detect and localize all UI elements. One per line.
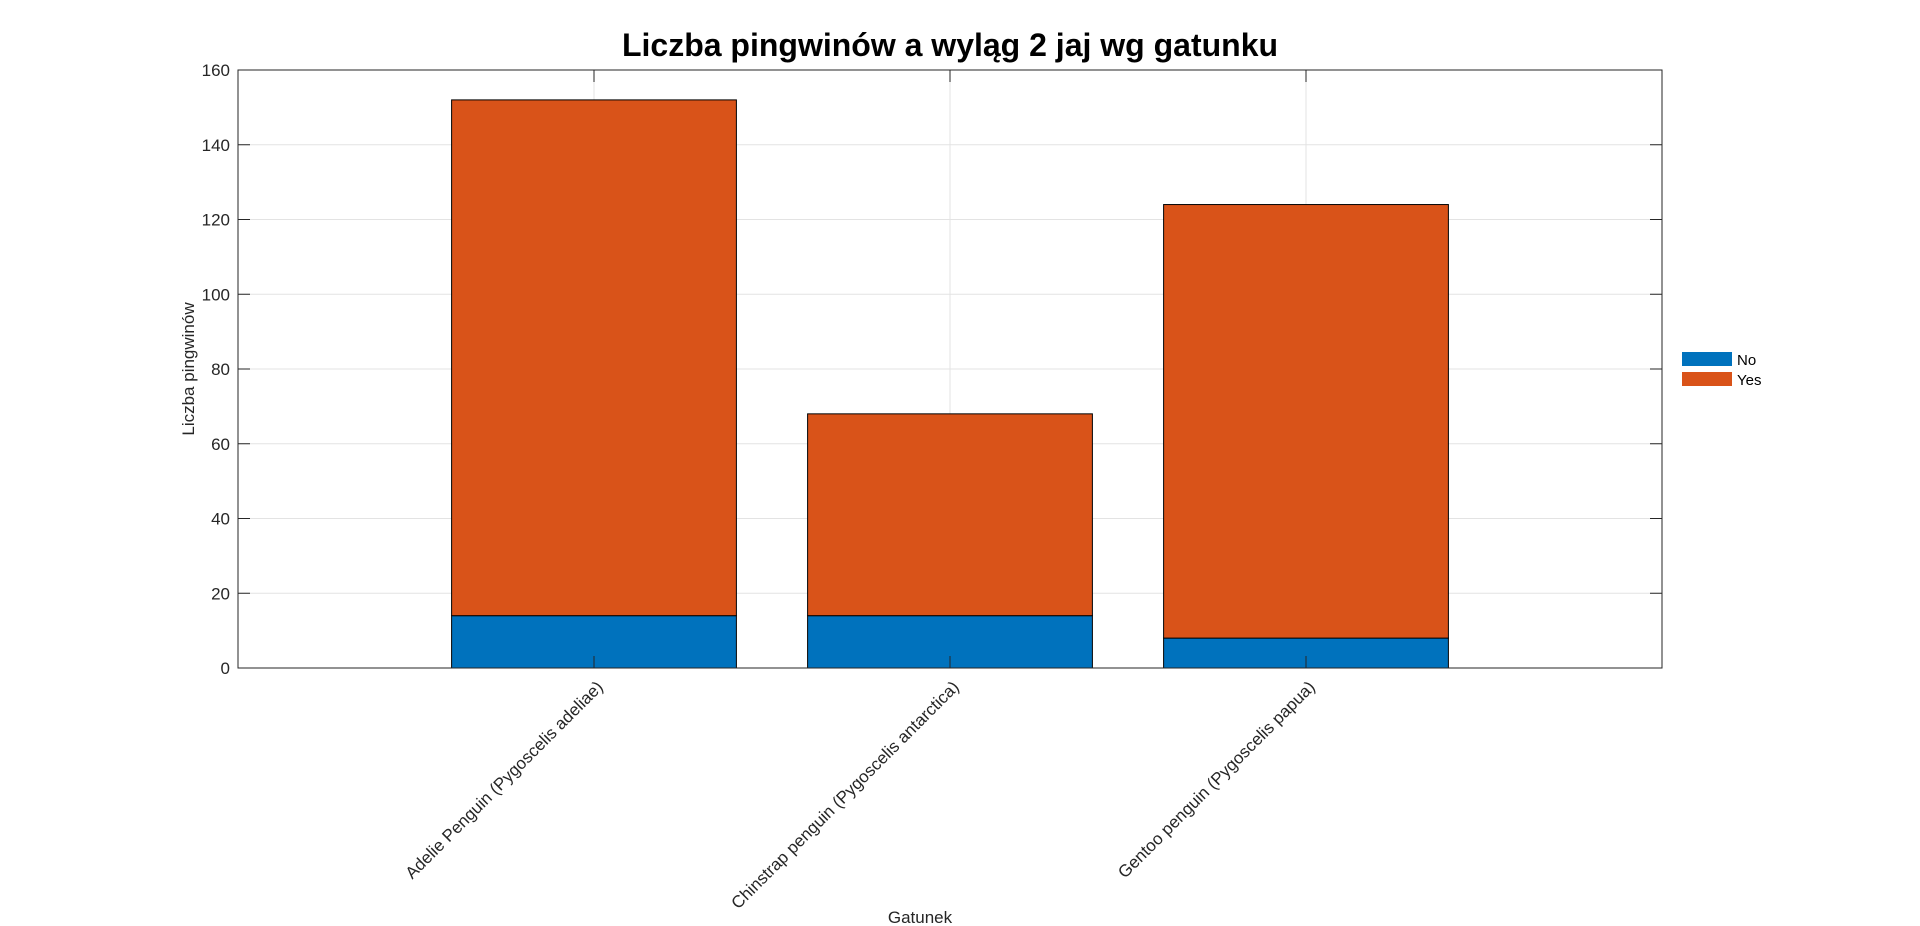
bars xyxy=(451,99,1449,669)
bar-yes-2 xyxy=(807,413,1093,617)
y-tick-label: 100 xyxy=(202,285,230,304)
y-tick-label: 120 xyxy=(202,211,230,230)
y-tick-label: 140 xyxy=(202,136,230,155)
x-axis-label: Gatunek xyxy=(888,908,953,926)
axis-ticks xyxy=(238,69,1662,669)
chart-title: Liczba pingwinów a wyląg 2 jaj wg gatunk… xyxy=(622,27,1278,63)
legend-swatch-no xyxy=(1682,352,1732,366)
y-tick-label: 0 xyxy=(221,659,230,678)
legend-swatch-yes xyxy=(1682,372,1732,386)
y-tick-label: 60 xyxy=(211,435,230,454)
legend-label-yes: Yes xyxy=(1737,372,1761,389)
y-axis-label: Liczba pingwinów xyxy=(179,302,198,436)
y-tick-label: 20 xyxy=(211,584,230,603)
bar-yes-1 xyxy=(451,99,737,617)
legend-label-no: No xyxy=(1737,352,1756,369)
y-tick-labels: 0 20 40 60 80 100 120 140 160 xyxy=(202,61,230,678)
y-tick-label: 80 xyxy=(211,360,230,379)
legend: No Yes xyxy=(1682,352,1761,389)
bar-yes-3 xyxy=(1163,204,1449,639)
y-tick-label: 160 xyxy=(202,61,230,80)
y-tick-label: 40 xyxy=(211,510,230,529)
